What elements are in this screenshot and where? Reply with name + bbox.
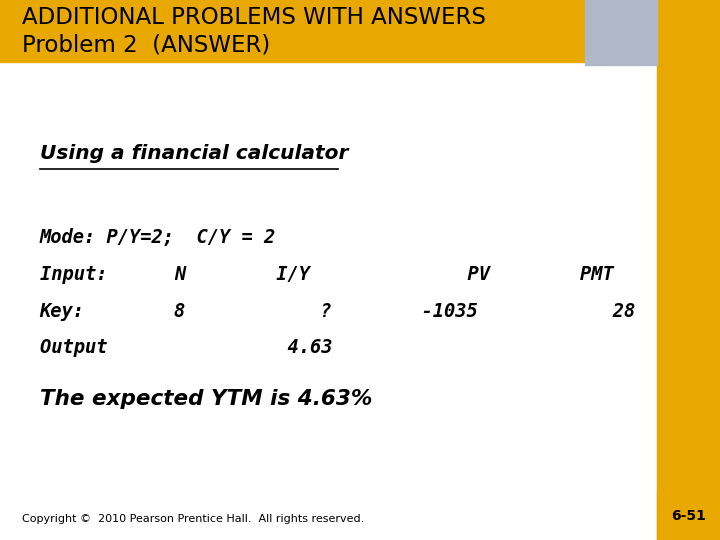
Text: Mode: P/Y=2;  C/Y = 2: Mode: P/Y=2; C/Y = 2 xyxy=(40,228,276,247)
Text: Output                4.63: Output 4.63 xyxy=(40,338,332,357)
Text: Copyright ©  2010 Pearson Prentice Hall.  All rights reserved.: Copyright © 2010 Pearson Prentice Hall. … xyxy=(22,515,364,524)
Text: Key:        8            ?        -1035            28          1000: Key: 8 ? -1035 28 1000 xyxy=(40,301,720,321)
Bar xyxy=(0,0,657,62)
Bar xyxy=(585,0,657,65)
Text: Input:      N        I/Y              PV        PMT             FV: Input: N I/Y PV PMT FV xyxy=(40,265,720,284)
Text: The expected YTM is 4.63%: The expected YTM is 4.63% xyxy=(40,388,372,409)
Text: Using a financial calculator: Using a financial calculator xyxy=(40,144,348,164)
Text: Problem 2  (ANSWER): Problem 2 (ANSWER) xyxy=(22,33,270,57)
Text: ADDITIONAL PROBLEMS WITH ANSWERS: ADDITIONAL PROBLEMS WITH ANSWERS xyxy=(22,5,485,29)
Bar xyxy=(657,491,720,540)
Bar xyxy=(657,0,720,540)
Text: 6-51: 6-51 xyxy=(671,509,706,523)
